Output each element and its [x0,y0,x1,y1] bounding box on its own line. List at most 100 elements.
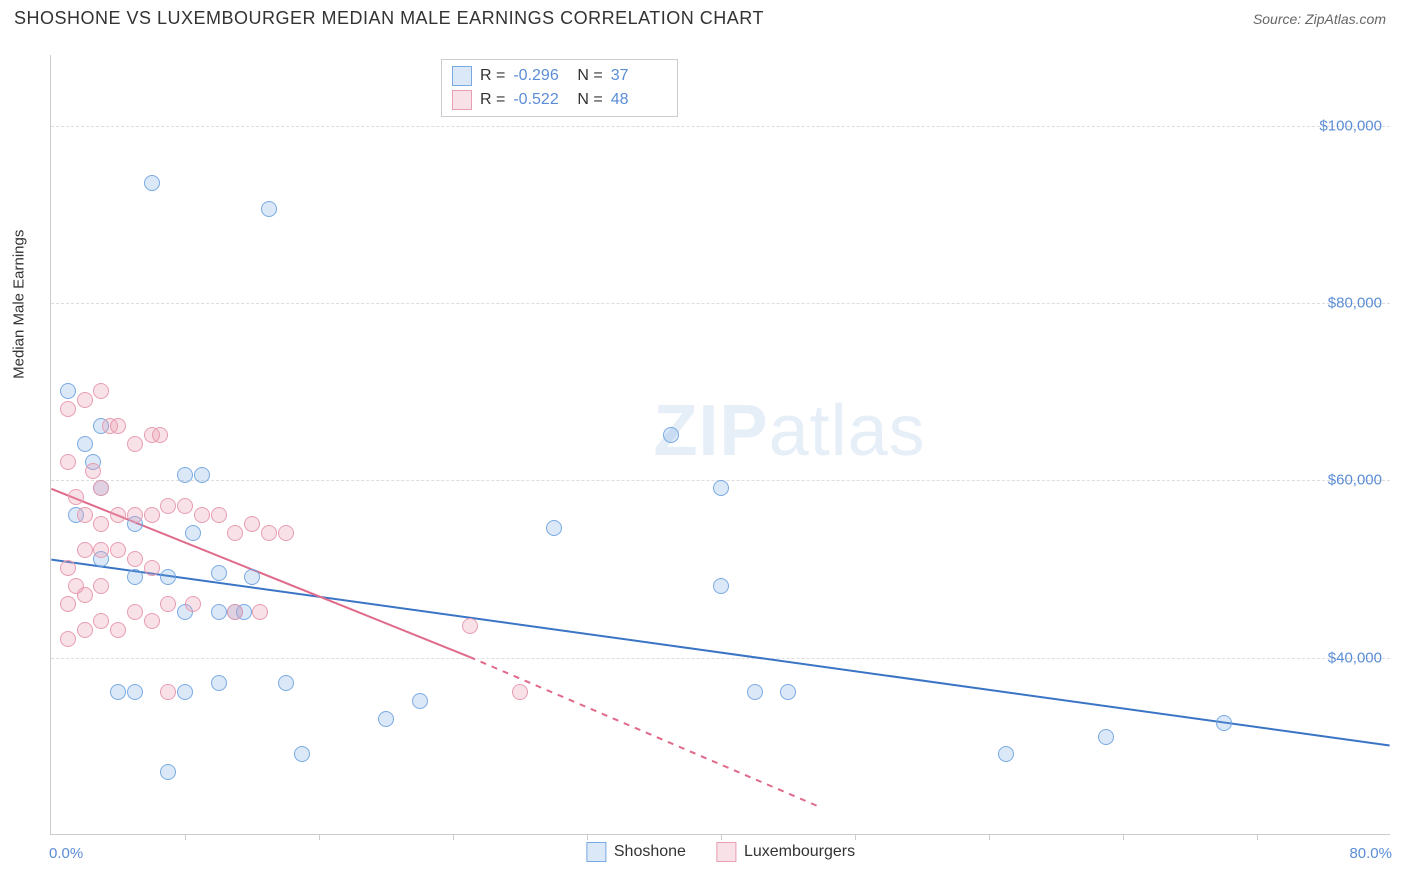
data-point-shoshone [1216,715,1232,731]
data-point-shoshone [194,467,210,483]
data-point-luxembourgers [60,631,76,647]
x-tick [855,834,856,840]
data-point-luxembourgers [93,613,109,629]
data-point-luxembourgers [60,596,76,612]
y-axis-title: Median Male Earnings [11,229,28,378]
data-point-luxembourgers [110,542,126,558]
legend-label-luxembourgers: Luxembourgers [744,843,855,861]
watermark-text: ZIPatlas [654,390,926,472]
data-point-shoshone [211,604,227,620]
data-point-shoshone [747,684,763,700]
data-point-luxembourgers [77,542,93,558]
chart-header: SHOSHONE VS LUXEMBOURGER MEDIAN MALE EAR… [0,0,1406,37]
data-point-shoshone [780,684,796,700]
grid-line [51,658,1390,659]
swatch-shoshone [452,66,472,86]
data-point-luxembourgers [93,480,109,496]
data-point-shoshone [77,436,93,452]
data-point-luxembourgers [160,498,176,514]
x-tick [721,834,722,840]
data-point-shoshone [144,175,160,191]
data-point-luxembourgers [185,596,201,612]
x-tick [1257,834,1258,840]
scatter-chart: Median Male Earnings ZIPatlas $40,000$60… [50,55,1390,835]
data-point-luxembourgers [85,463,101,479]
data-point-luxembourgers [60,560,76,576]
data-point-luxembourgers [110,507,126,523]
data-point-shoshone [378,711,394,727]
data-point-shoshone [60,383,76,399]
data-point-luxembourgers [194,507,210,523]
data-point-luxembourgers [77,507,93,523]
data-point-luxembourgers [144,507,160,523]
data-point-luxembourgers [144,613,160,629]
data-point-luxembourgers [110,622,126,638]
data-point-luxembourgers [144,560,160,576]
data-point-luxembourgers [93,578,109,594]
data-point-luxembourgers [512,684,528,700]
data-point-luxembourgers [252,604,268,620]
data-point-luxembourgers [160,596,176,612]
x-tick [453,834,454,840]
data-point-shoshone [1098,729,1114,745]
data-point-shoshone [713,578,729,594]
x-tick [989,834,990,840]
data-point-luxembourgers [462,618,478,634]
data-point-luxembourgers [127,551,143,567]
data-point-luxembourgers [244,516,260,532]
data-point-luxembourgers [77,587,93,603]
x-tick [319,834,320,840]
data-point-luxembourgers [127,436,143,452]
data-point-shoshone [177,467,193,483]
data-point-luxembourgers [93,542,109,558]
x-tick [1123,834,1124,840]
data-point-shoshone [713,480,729,496]
data-point-shoshone [294,746,310,762]
data-point-shoshone [998,746,1014,762]
regression-line [470,657,821,807]
data-point-luxembourgers [278,525,294,541]
data-point-luxembourgers [177,498,193,514]
data-point-shoshone [211,675,227,691]
y-tick-label: $80,000 [1328,295,1382,312]
swatch-luxembourgers [452,90,472,110]
x-axis-start-label: 0.0% [49,845,83,862]
x-axis-end-label: 80.0% [1349,845,1392,862]
data-point-shoshone [663,427,679,443]
correlation-stats-legend: R = -0.296 N = 37 R = -0.522 N = 48 [441,59,678,117]
x-tick [185,834,186,840]
y-tick-label: $60,000 [1328,472,1382,489]
data-point-shoshone [278,675,294,691]
y-tick-label: $40,000 [1328,649,1382,666]
legend-item-shoshone: Shoshone [586,842,686,862]
stats-row-luxembourgers: R = -0.522 N = 48 [452,88,667,112]
data-point-shoshone [127,569,143,585]
grid-line [51,303,1390,304]
data-point-luxembourgers [93,516,109,532]
data-point-luxembourgers [60,401,76,417]
data-point-luxembourgers [160,684,176,700]
legend-swatch-shoshone [586,842,606,862]
stats-row-shoshone: R = -0.296 N = 37 [452,64,667,88]
series-legend: Shoshone Luxembourgers [586,842,855,862]
legend-label-shoshone: Shoshone [614,843,686,861]
data-point-shoshone [127,684,143,700]
data-point-luxembourgers [227,525,243,541]
data-point-luxembourgers [127,507,143,523]
data-point-shoshone [244,569,260,585]
data-point-shoshone [185,525,201,541]
y-tick-label: $100,000 [1319,117,1382,134]
data-point-shoshone [211,565,227,581]
data-point-shoshone [412,693,428,709]
data-point-luxembourgers [110,418,126,434]
x-tick [587,834,588,840]
data-point-shoshone [110,684,126,700]
data-point-luxembourgers [211,507,227,523]
data-point-luxembourgers [68,489,84,505]
data-point-luxembourgers [261,525,277,541]
data-point-luxembourgers [152,427,168,443]
data-point-luxembourgers [77,622,93,638]
data-point-shoshone [160,569,176,585]
data-point-shoshone [261,201,277,217]
grid-line [51,126,1390,127]
